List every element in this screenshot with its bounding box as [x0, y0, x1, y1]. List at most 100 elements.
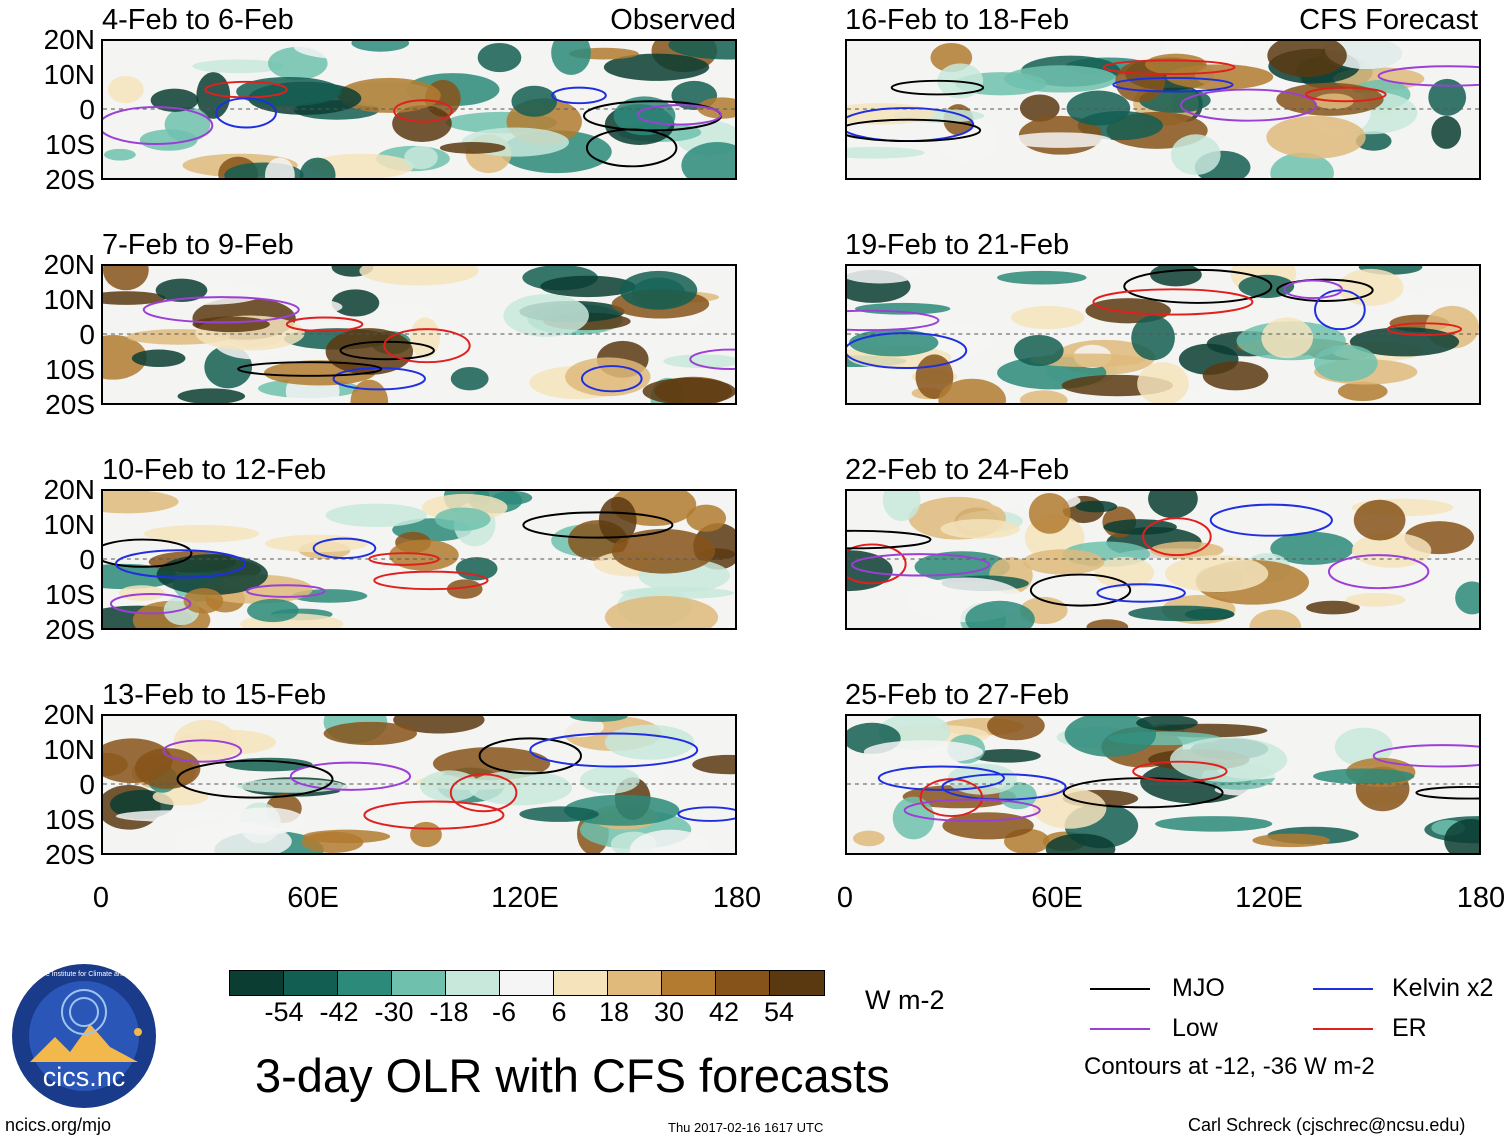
y-axis-label: 0	[79, 544, 95, 575]
olr-anomaly-blob	[331, 289, 380, 317]
map-panel	[101, 489, 737, 630]
wave-contour	[847, 309, 940, 332]
cics-logo: cics.nc Cooperative Institute for Climat…	[12, 964, 156, 1108]
wave-contour	[1276, 278, 1374, 302]
x-axis-label: 0	[836, 882, 854, 914]
olr-anomaly-blob	[619, 270, 698, 310]
olr-anomaly-blob	[1270, 152, 1334, 178]
wave-contour	[1102, 59, 1236, 76]
wave-contour	[1386, 322, 1463, 336]
olr-anomaly-blob	[339, 780, 392, 806]
olr-anomaly-blob	[1145, 53, 1207, 76]
olr-anomaly-blob	[973, 749, 1041, 763]
colorbar-tick: 42	[708, 997, 740, 1027]
panel-title: 16-Feb to 18-Feb	[845, 4, 1070, 36]
olr-anomaly-blob	[131, 349, 186, 368]
olr-anomaly-blob	[1013, 334, 1064, 367]
footer-timestamp: Thu 2017-02-16 1617 UTC	[668, 1120, 824, 1135]
wave-contour	[1096, 583, 1186, 603]
colorbar-tick: -30	[374, 997, 414, 1027]
x-axis-label: 120E	[491, 882, 559, 914]
olr-anomaly-blob	[847, 146, 925, 159]
wave-contour	[847, 543, 907, 585]
olr-anomaly-blob	[1169, 737, 1288, 783]
colorbar-swatch	[338, 971, 392, 995]
panel-title: 19-Feb to 21-Feb	[845, 229, 1070, 261]
wave-contour	[1415, 785, 1479, 800]
wave-contour	[215, 97, 277, 129]
olr-anomaly-blob	[1066, 90, 1131, 126]
wave-contour	[1123, 268, 1273, 304]
wave-contour	[677, 806, 735, 822]
colorbar-tick: 6	[551, 997, 567, 1027]
wave-contour	[551, 86, 607, 105]
colorbar-tick: -42	[319, 997, 359, 1027]
contour-note: Contours at -12, -36 W m-2	[1084, 1053, 1375, 1080]
olr-anomaly-blob	[642, 377, 735, 403]
wave-contour	[339, 340, 435, 361]
legend-line-low	[1090, 1028, 1150, 1030]
wave-contour	[890, 79, 985, 96]
olr-anomaly-blob	[551, 41, 591, 76]
wave-contour	[363, 800, 505, 830]
olr-anomaly-blob	[852, 830, 885, 847]
olr-anomaly-blob	[604, 724, 695, 760]
olr-field	[103, 491, 735, 628]
olr-anomaly-blob	[1137, 362, 1189, 403]
legend-label-er: ER	[1392, 1014, 1427, 1042]
olr-anomaly-blob	[156, 554, 268, 595]
olr-anomaly-blob	[604, 595, 719, 628]
wave-contour	[847, 118, 982, 143]
colorbar-swatch	[716, 971, 770, 995]
olr-anomaly-blob	[152, 787, 209, 806]
wave-contour	[941, 773, 1067, 801]
olr-anomaly-blob	[1028, 492, 1071, 534]
olr-anomaly-blob	[915, 354, 954, 400]
panel-title: 7-Feb to 9-Feb	[102, 229, 294, 261]
mountain-icon	[30, 1024, 138, 1062]
olr-anomaly-blob	[177, 388, 246, 403]
olr-anomaly-blob	[337, 77, 441, 113]
wave-contour	[1305, 86, 1387, 103]
y-axis-label: 0	[79, 94, 95, 125]
x-axis-label: 120E	[1235, 882, 1303, 914]
olr-anomaly-blob	[103, 148, 136, 161]
olr-anomaly-blob	[183, 588, 224, 614]
olr-anomaly-blob	[1045, 833, 1116, 853]
olr-anomaly-blob	[692, 754, 735, 775]
wave-contour	[1092, 288, 1254, 316]
y-axis-label: 10S	[45, 579, 95, 610]
y-axis-label: 20N	[43, 699, 95, 730]
olr-anomaly-blob	[1455, 581, 1479, 615]
wave-contour	[383, 328, 471, 364]
olr-anomaly-blob	[299, 157, 336, 178]
x-axis-label: 0	[92, 882, 110, 914]
legend-line-er	[1313, 1028, 1373, 1030]
colorbar-units: W m-2	[865, 985, 945, 1015]
wave-contour	[246, 584, 326, 598]
wave-contour	[1209, 503, 1333, 537]
olr-anomaly-blob	[192, 59, 284, 74]
colorbar-tick: -18	[429, 997, 469, 1027]
olr-anomaly-blob	[1345, 593, 1406, 607]
olr-anomaly-blob	[1169, 389, 1254, 403]
olr-anomaly-blob	[686, 504, 727, 532]
olr-anomaly-blob	[439, 142, 506, 154]
wave-contour	[1377, 65, 1479, 87]
olr-anomaly-blob	[603, 53, 710, 81]
olr-anomaly-blob	[697, 97, 735, 119]
olr-anomaly-blob	[1032, 787, 1107, 829]
olr-anomaly-blob	[1019, 390, 1068, 403]
olr-anomaly-blob	[468, 770, 573, 806]
olr-anomaly-blob	[477, 42, 522, 73]
olr-anomaly-blob	[264, 157, 295, 178]
olr-anomaly-blob	[410, 821, 442, 848]
footer-author: Carl Schreck (cjschrec@ncsu.edu)	[1188, 1115, 1466, 1135]
wave-contour	[877, 765, 1005, 791]
panel-title: 4-Feb to 6-Feb	[102, 4, 294, 36]
olr-anomaly-blob	[351, 41, 410, 52]
olr-anomaly-blob	[1314, 344, 1378, 382]
olr-anomaly-blob	[997, 270, 1087, 285]
olr-anomaly-blob	[1334, 727, 1393, 767]
wave-contour	[850, 553, 991, 577]
